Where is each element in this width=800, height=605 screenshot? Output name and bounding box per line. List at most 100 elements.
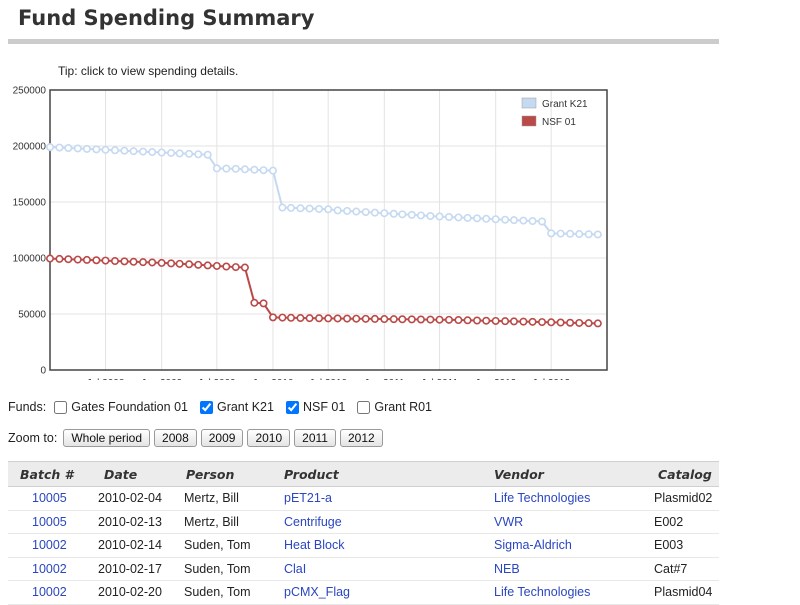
product-link[interactable]: ClaI (284, 557, 494, 581)
fund-filters: Funds: Gates Foundation 01 Grant K21 NSF… (8, 400, 442, 414)
data-point (110, 146, 119, 155)
data-point (556, 229, 565, 238)
data-point (139, 147, 148, 156)
fund-option-label: NSF 01 (302, 400, 346, 414)
data-point (584, 319, 593, 328)
legend-label: Grant K21 (542, 99, 588, 110)
fund-checkbox-grant-r01[interactable] (357, 400, 371, 414)
fund-checkbox-nsf-01[interactable] (285, 400, 299, 414)
data-point (566, 318, 575, 327)
y-tick-label: 100000 (13, 254, 47, 265)
data-point (101, 256, 110, 265)
x-tick-label: Jul 2009 (198, 378, 236, 380)
data-point (509, 216, 518, 225)
data-point (222, 164, 231, 173)
fund-option-gates-foundation-01[interactable]: Gates Foundation 01 (52, 400, 188, 414)
product-link[interactable]: pCMX_Flag (284, 580, 494, 605)
vendor-link[interactable]: NEB (494, 557, 654, 581)
zoom-2010-button[interactable]: 2010 (247, 429, 291, 447)
data-point (584, 230, 593, 239)
data-point (435, 212, 444, 221)
batch-link[interactable]: 10002 (8, 557, 98, 581)
data-point (101, 145, 110, 154)
spending-chart[interactable]: Jul 2008 Jan 2009 Jul 2009 Jan 2010 Jul 2010… (0, 80, 620, 380)
data-point (538, 318, 547, 327)
data-point (426, 315, 435, 324)
column-header-product[interactable]: Product (284, 461, 494, 487)
data-point (278, 313, 287, 322)
data-point (110, 257, 119, 266)
column-header-person[interactable]: Person (184, 461, 284, 487)
vendor-link[interactable]: Life Technologies (494, 580, 654, 605)
data-point (566, 229, 575, 238)
column-header-batch[interactable]: Batch # (8, 461, 98, 487)
fund-option-grant-k21[interactable]: Grant K21 (198, 400, 274, 414)
product-link[interactable]: Heat Block (284, 533, 494, 558)
data-point (509, 317, 518, 326)
title-divider (8, 39, 719, 44)
data-point (491, 316, 500, 325)
data-point (547, 318, 556, 327)
zoom-2008-button[interactable]: 2008 (154, 429, 197, 447)
page-title: Fund Spending Summary (18, 6, 315, 30)
x-tick-label: Jan 2009 (141, 378, 183, 380)
data-point (148, 258, 157, 267)
zoom-whole-period-button[interactable]: Whole period (63, 429, 151, 447)
zoom-2012-button[interactable]: 2012 (339, 429, 383, 447)
person-cell: Suden, Tom (184, 580, 284, 605)
data-point (463, 316, 472, 325)
fund-checkbox-gates-foundation-01[interactable] (54, 400, 68, 414)
data-point (203, 261, 212, 270)
zoom-2009-button[interactable]: 2009 (200, 429, 244, 447)
data-point (519, 317, 528, 326)
data-point (315, 314, 324, 323)
vendor-link[interactable]: Sigma-Aldrich (494, 533, 654, 558)
fund-option-nsf-01[interactable]: NSF 01 (284, 400, 345, 414)
data-point (268, 166, 277, 175)
fund-option-grant-r01[interactable]: Grant R01 (355, 400, 432, 414)
vendor-link[interactable]: VWR (494, 510, 654, 534)
data-point (157, 148, 166, 157)
product-link[interactable]: pET21-a (284, 486, 494, 511)
data-point (268, 313, 277, 322)
y-tick-label: 50000 (18, 310, 46, 321)
person-cell: Mertz, Bill (184, 486, 284, 511)
data-point (129, 257, 138, 266)
x-tick-label: Jan 2010 (252, 378, 294, 380)
data-point (222, 262, 231, 271)
data-point (324, 314, 333, 323)
batch-link[interactable]: 10002 (8, 580, 98, 605)
column-header-vendor[interactable]: Vendor (494, 461, 654, 487)
fund-checkbox-grant-k21[interactable] (199, 400, 213, 414)
column-header-catalog[interactable]: Catalog (654, 461, 719, 487)
data-point (185, 149, 194, 158)
batch-link[interactable]: 10005 (8, 486, 98, 511)
data-point (231, 263, 240, 272)
table-row: 10005 2010-02-04 Mertz, Bill pET21-a Lif… (8, 486, 719, 511)
catalog-cell: Plasmid04 (654, 580, 719, 605)
data-point (538, 217, 547, 226)
data-point (426, 212, 435, 221)
tip-text: Tip: click to view spending details. (58, 64, 239, 78)
data-point (157, 258, 166, 267)
batch-link[interactable]: 10005 (8, 510, 98, 534)
date-cell: 2010-02-17 (98, 557, 184, 581)
data-point (64, 144, 73, 153)
catalog-cell: Plasmid02 (654, 486, 719, 511)
table-row: 10002 2010-02-14 Suden, Tom Heat Block S… (8, 533, 719, 558)
data-point (444, 315, 453, 324)
legend-swatch (521, 115, 537, 127)
data-point (73, 144, 82, 153)
funds-label: Funds: (8, 400, 47, 414)
data-point (528, 217, 537, 226)
column-header-date[interactable]: Date (98, 461, 184, 487)
data-point (398, 315, 407, 324)
data-point (444, 213, 453, 222)
product-link[interactable]: Centrifuge (284, 510, 494, 534)
batch-link[interactable]: 10002 (8, 533, 98, 558)
data-point (73, 255, 82, 264)
zoom-2011-button[interactable]: 2011 (294, 429, 336, 447)
data-point (352, 314, 361, 323)
data-point (148, 148, 157, 157)
vendor-link[interactable]: Life Technologies (494, 486, 654, 511)
